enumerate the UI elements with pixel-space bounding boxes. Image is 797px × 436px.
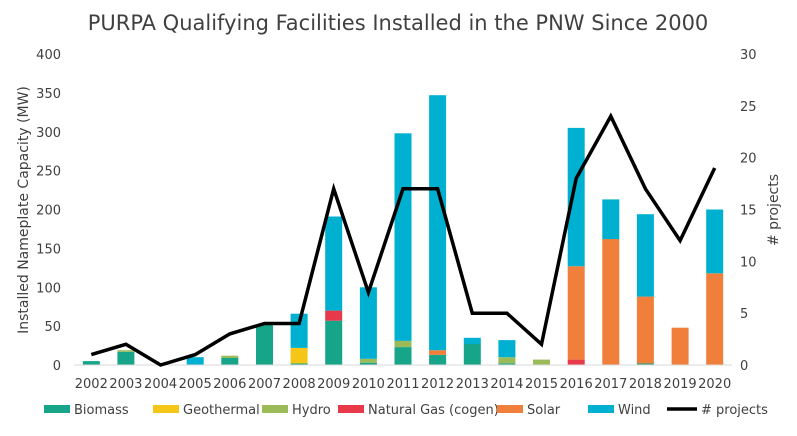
y2-tick-label-10: 10 bbox=[740, 255, 757, 270]
legend-swatch-wind bbox=[588, 405, 614, 413]
bar-wind-2020 bbox=[706, 209, 724, 274]
y-axis-ticks: 0 50 100 150 200 250 300 350 400 bbox=[36, 48, 61, 374]
x-tick-label-2002: 2002 bbox=[75, 377, 108, 392]
legend-swatch-biomass bbox=[44, 405, 70, 413]
x-tick-label-2013: 2013 bbox=[456, 377, 489, 392]
y2-axis-ticks: 0 5 10 15 20 25 30 bbox=[740, 48, 757, 374]
bar-wind-2017 bbox=[602, 199, 620, 240]
bar-solar-2020 bbox=[706, 273, 724, 365]
x-tick-label-2018: 2018 bbox=[629, 377, 662, 392]
x-tick-label-2016: 2016 bbox=[560, 377, 593, 392]
projects-line bbox=[90, 112, 717, 367]
legend-swatch-hydro bbox=[262, 405, 288, 413]
y-tick-label-250: 250 bbox=[36, 165, 61, 180]
bar-wind-2016 bbox=[567, 127, 585, 267]
y-axis-label: Installed Nameplate Capacity (MW) bbox=[16, 86, 32, 334]
bar-natural-gas-cogen-2016 bbox=[567, 359, 585, 365]
x-tick-label-2017: 2017 bbox=[594, 377, 627, 392]
bar-wind-2010 bbox=[359, 287, 377, 359]
legend-swatch-geothermal bbox=[153, 405, 179, 413]
legend-label-hydro: Hydro bbox=[292, 403, 331, 418]
y-tick-label-300: 300 bbox=[36, 126, 61, 141]
legend-label-natural-gas-cogen: Natural Gas (cogen) bbox=[368, 403, 499, 418]
x-tick-label-2011: 2011 bbox=[386, 377, 419, 392]
bar-biomass-2007 bbox=[256, 324, 273, 365]
y2-tick-label-15: 15 bbox=[740, 204, 757, 219]
legend-label-wind: Wind bbox=[618, 403, 651, 418]
x-tick-label-2003: 2003 bbox=[109, 377, 142, 392]
bar-natural-gas-cogen-2009 bbox=[325, 310, 343, 321]
bar-solar-2012 bbox=[429, 350, 447, 355]
bar-geothermal-2008 bbox=[290, 347, 308, 364]
x-tick-label-2008: 2008 bbox=[283, 377, 316, 392]
y2-tick-label-5: 5 bbox=[740, 307, 748, 322]
bar-wind-2013 bbox=[463, 337, 481, 344]
bar-biomass-2009 bbox=[325, 320, 343, 365]
bar-hydro-2014 bbox=[498, 357, 516, 364]
y-tick-label-200: 200 bbox=[36, 204, 61, 219]
bar-hydro-2015 bbox=[533, 359, 550, 365]
x-axis: 2002 2003 2004 2005 2006 2007 2008 2009 2010 2011… bbox=[74, 364, 732, 392]
bar-biomass-2011 bbox=[394, 347, 412, 365]
legend-label-solar: Solar bbox=[527, 403, 561, 418]
bar-biomass-2018 bbox=[636, 363, 654, 365]
x-tick-label-2015: 2015 bbox=[525, 377, 558, 392]
y-tick-label-400: 400 bbox=[36, 48, 61, 63]
y2-tick-label-20: 20 bbox=[740, 152, 757, 167]
x-tick-label-2019: 2019 bbox=[664, 377, 697, 392]
x-tick-label-2020: 2020 bbox=[698, 377, 731, 392]
x-tick-label-2004: 2004 bbox=[144, 377, 177, 392]
bar-solar-2017 bbox=[602, 239, 620, 365]
bar-wind-2012 bbox=[429, 95, 447, 351]
bar-wind-2018 bbox=[636, 214, 654, 297]
bar-biomass-2003 bbox=[117, 351, 135, 365]
bar-biomass-2013 bbox=[463, 344, 481, 365]
bar-wind-2014 bbox=[498, 340, 516, 358]
bar-biomass-2014 bbox=[498, 363, 516, 365]
y-tick-label-100: 100 bbox=[36, 281, 61, 296]
bars bbox=[82, 95, 724, 365]
x-tick-label-2007: 2007 bbox=[248, 377, 281, 392]
bar-wind-2011 bbox=[394, 133, 412, 341]
y-tick-label-50: 50 bbox=[44, 320, 61, 335]
legend-label-biomass: Biomass bbox=[74, 403, 129, 418]
legend-swatch-solar bbox=[497, 405, 523, 413]
x-tick-label-2009: 2009 bbox=[317, 377, 350, 392]
legend-label-geothermal: Geothermal bbox=[183, 403, 260, 418]
bar-biomass-2002 bbox=[82, 361, 100, 365]
projects-line-group bbox=[90, 112, 717, 367]
y2-tick-label-30: 30 bbox=[740, 48, 757, 63]
bar-solar-2019 bbox=[671, 327, 689, 365]
bar-biomass-2012 bbox=[429, 354, 447, 365]
bar-hydro-2003 bbox=[117, 350, 135, 352]
bar-wind-2005 bbox=[186, 357, 204, 365]
bar-solar-2016 bbox=[567, 266, 585, 360]
x-tick-label-2012: 2012 bbox=[421, 377, 454, 392]
x-tick-label-2010: 2010 bbox=[352, 377, 385, 392]
legend-swatch-natural-gas-cogen bbox=[338, 405, 364, 413]
legend-label-projects: # projects bbox=[701, 403, 768, 418]
bar-hydro-2010 bbox=[359, 358, 377, 363]
bar-hydro-2011 bbox=[394, 340, 412, 348]
bar-biomass-2006 bbox=[221, 358, 239, 365]
bar-solar-2018 bbox=[636, 296, 654, 364]
y2-axis-label: # projects bbox=[766, 174, 782, 246]
chart-title: PURPA Qualifying Facilities Installed in… bbox=[88, 11, 709, 35]
y-tick-label-0: 0 bbox=[53, 359, 61, 374]
y2-tick-label-25: 25 bbox=[740, 100, 757, 115]
bar-hydro-2006 bbox=[221, 355, 239, 358]
bar-biomass-2008 bbox=[290, 363, 308, 365]
x-tick-label-2006: 2006 bbox=[213, 377, 246, 392]
bar-biomass-2010 bbox=[359, 362, 377, 365]
y-tick-label-150: 150 bbox=[36, 242, 61, 257]
x-tick-label-2005: 2005 bbox=[179, 377, 212, 392]
bar-wind-2009 bbox=[325, 216, 343, 311]
legend: Biomass Geothermal Hydro Natural Gas (cogen… bbox=[44, 403, 768, 418]
y2-tick-label-0: 0 bbox=[740, 359, 748, 374]
x-tick-label-2014: 2014 bbox=[490, 377, 523, 392]
y-tick-label-350: 350 bbox=[36, 87, 61, 102]
